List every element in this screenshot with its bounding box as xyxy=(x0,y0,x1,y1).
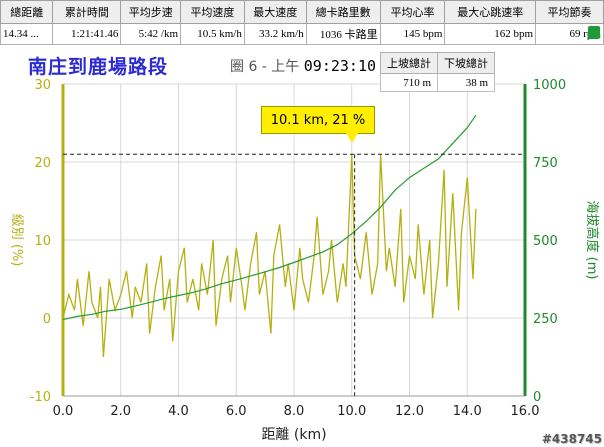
header-max-speed[interactable]: 最大速度 xyxy=(243,0,307,25)
climb-table: 上坡總計 下坡總計 710 m 38 m xyxy=(380,52,495,92)
value-total-calories: 1036 卡路里 xyxy=(305,23,381,45)
y-left-tick-label: 30 xyxy=(34,78,51,93)
value-total-distance: 14.34 ... xyxy=(0,23,54,45)
x-tick-label: 2.0 xyxy=(110,404,131,419)
header-total-distance[interactable]: 總距離 xyxy=(0,0,54,25)
up-total-value: 710 m xyxy=(380,73,438,92)
lap-label: 圈 6 - 上午 09:23:10 xyxy=(230,56,376,76)
header-total-time[interactable]: 累計時間 xyxy=(52,0,122,25)
y-left-axis-title: 級別 (%) xyxy=(9,214,24,267)
tooltip-pointer xyxy=(346,133,358,143)
y-right-tick-label: 0 xyxy=(533,390,541,405)
axis-titles: 距離 (km) 級別 (%) 海拔高度 (m) xyxy=(9,201,600,443)
down-total-value: 38 m xyxy=(437,73,495,92)
crosshair xyxy=(63,153,525,396)
point-tooltip: 10.1 km, 21 % xyxy=(261,106,375,134)
y-right-tick-label: 750 xyxy=(533,156,558,171)
summary-header-row: 總距離 累計時間 平均步速 平均速度 最大速度 總卡路里數 平均心率 最大心跳速… xyxy=(0,0,604,25)
value-avg-pace: 5:42 /km xyxy=(120,23,182,45)
plot-title: 南庄到鹿場路段 xyxy=(28,56,169,78)
x-tick-label: 16.0 xyxy=(511,404,540,419)
y-left-tick-label: 10 xyxy=(34,234,51,249)
y-right-axis-title: 海拔高度 (m) xyxy=(584,201,600,280)
x-tick-label: 0.0 xyxy=(53,404,74,419)
value-avg-heart-rate: 145 bpm xyxy=(379,23,446,45)
elevation-line xyxy=(62,114,477,321)
value-max-heart-rate: 162 bpm xyxy=(444,23,537,45)
x-tick-label: 4.0 xyxy=(168,404,189,419)
summary-table: 總距離 累計時間 平均步速 平均速度 最大速度 總卡路里數 平均心率 最大心跳速… xyxy=(0,0,604,45)
summary-value-row: 14.34 ... 1:21:41.46 5:42 /km 10.5 km/h … xyxy=(0,23,604,45)
x-tick-label: 6.0 xyxy=(226,404,247,419)
y-right-tick-label: 1000 xyxy=(533,78,566,93)
y-left-tick-label: 20 xyxy=(34,156,51,171)
x-tick-label: 12.0 xyxy=(395,404,424,419)
header-avg-speed[interactable]: 平均速度 xyxy=(180,0,245,25)
panel-icon[interactable] xyxy=(586,23,602,42)
y-right-tick-label: 500 xyxy=(533,234,558,249)
grade-line xyxy=(62,154,477,358)
axes xyxy=(61,84,527,397)
x-axis-title: 距離 (km) xyxy=(261,426,326,443)
header-total-calories[interactable]: 總卡路里數 xyxy=(305,0,381,25)
value-max-speed: 33.2 km/h xyxy=(243,23,307,45)
x-tick-label: 10.0 xyxy=(337,404,366,419)
lap-name: 圈 6 - 上午 xyxy=(230,59,300,75)
watermark: #438745 xyxy=(541,432,602,446)
x-tick-label: 14.0 xyxy=(453,404,482,419)
grade-series xyxy=(62,154,477,358)
lap-time: 09:23:10 xyxy=(303,57,377,75)
down-total-header: 下坡總計 xyxy=(437,52,495,74)
header-max-heart-rate[interactable]: 最大心跳速率 xyxy=(444,0,537,25)
up-total-header: 上坡總計 xyxy=(380,52,438,74)
value-avg-speed: 10.5 km/h xyxy=(180,23,245,45)
header-avg-heart-rate[interactable]: 平均心率 xyxy=(379,0,446,25)
tick-labels: -10 0 10 20 30 0.0 2.0 4.0 6.0 8.0 10.0 12.0 14.0 16.… xyxy=(30,78,566,419)
x-tick-label: 8.0 xyxy=(284,404,305,419)
header-avg-cadence[interactable]: 平均節奏 xyxy=(535,0,604,25)
y-left-tick-label: 0 xyxy=(43,312,51,327)
y-left-tick-label: -10 xyxy=(30,390,51,405)
elevation-series xyxy=(62,114,477,321)
value-total-time: 1:21:41.46 xyxy=(52,23,122,45)
y-right-tick-label: 250 xyxy=(533,312,558,327)
